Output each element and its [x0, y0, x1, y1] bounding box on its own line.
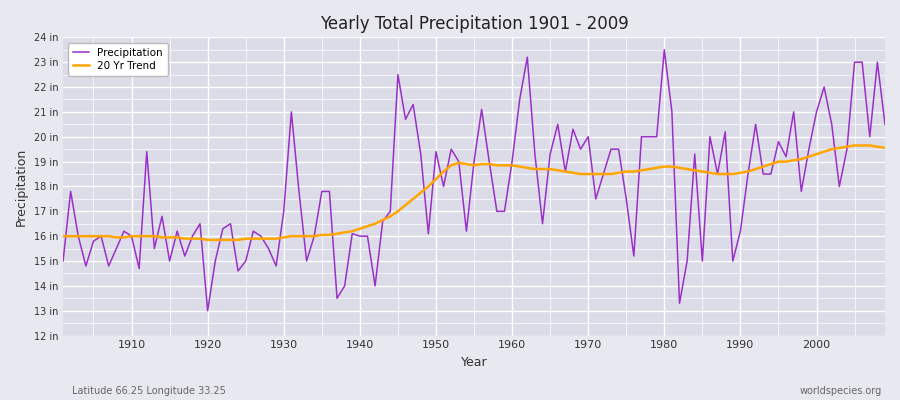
20 Yr Trend — [293, 234, 304, 238]
20 Yr Trend — [606, 172, 616, 176]
Precipitation — [119, 229, 130, 234]
20 Yr Trend — [202, 238, 213, 242]
Precipitation — [659, 47, 670, 52]
20 Yr Trend — [850, 143, 860, 148]
Precipitation — [507, 159, 517, 164]
Precipitation — [202, 308, 213, 313]
20 Yr Trend — [119, 235, 130, 240]
Text: Latitude 66.25 Longitude 33.25: Latitude 66.25 Longitude 33.25 — [72, 386, 226, 396]
Precipitation — [293, 189, 304, 194]
Precipitation — [606, 147, 616, 152]
Precipitation — [339, 284, 350, 288]
Y-axis label: Precipitation: Precipitation — [15, 147, 28, 226]
Precipitation — [879, 122, 890, 127]
20 Yr Trend — [514, 164, 525, 169]
Line: 20 Yr Trend: 20 Yr Trend — [63, 146, 885, 240]
X-axis label: Year: Year — [461, 356, 487, 369]
Text: worldspecies.org: worldspecies.org — [800, 386, 882, 396]
20 Yr Trend — [339, 230, 350, 235]
Precipitation — [514, 97, 525, 102]
20 Yr Trend — [507, 163, 517, 168]
20 Yr Trend — [879, 146, 890, 150]
Line: Precipitation: Precipitation — [63, 50, 885, 311]
Title: Yearly Total Precipitation 1901 - 2009: Yearly Total Precipitation 1901 - 2009 — [320, 15, 628, 33]
20 Yr Trend — [58, 234, 68, 238]
Legend: Precipitation, 20 Yr Trend: Precipitation, 20 Yr Trend — [68, 42, 168, 76]
Precipitation — [58, 259, 68, 264]
